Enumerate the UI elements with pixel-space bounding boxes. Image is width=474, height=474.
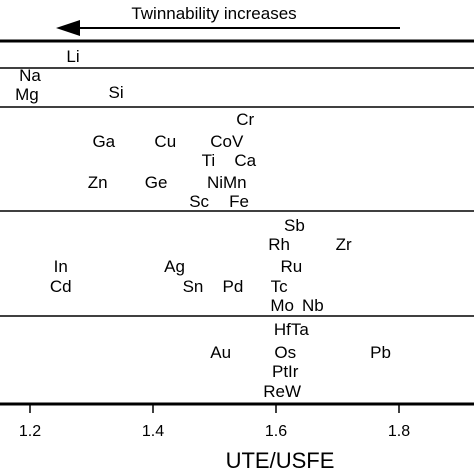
element-label: Ca [234, 151, 256, 170]
element-label: PtIr [272, 362, 299, 381]
element-label: Ga [92, 132, 115, 151]
element-label: In [54, 257, 68, 276]
element-label: Ge [145, 173, 168, 192]
x-tick-label: 1.4 [142, 423, 164, 440]
x-axis-label: UTE/USFE [226, 448, 335, 473]
element-label: Mo [270, 296, 294, 315]
element-label: Nb [302, 296, 324, 315]
element-label: Zr [336, 235, 352, 254]
x-tick-label: 1.8 [388, 423, 410, 440]
element-label: Rh [268, 235, 290, 254]
element-label: NiMn [207, 173, 247, 192]
element-label: ReW [263, 382, 301, 401]
x-axis: 1.2 1.4 1.6 1.8 [19, 404, 410, 440]
element-label: Li [66, 47, 79, 66]
element-label: Sn [183, 277, 204, 296]
element-label: Zn [88, 173, 108, 192]
element-label: Mg [15, 85, 39, 104]
element-label: Sb [284, 216, 305, 235]
element-label: CoV [210, 132, 244, 151]
twinnability-annotation: Twinnability increases [131, 4, 296, 23]
arrow-head-icon [56, 20, 80, 36]
x-tick-label: 1.2 [19, 423, 41, 440]
element-label: HfTa [274, 320, 310, 339]
x-tick-label: 1.6 [265, 423, 287, 440]
element-label: Pb [370, 343, 391, 362]
element-label: Pd [223, 277, 244, 296]
element-label: Os [274, 343, 296, 362]
element-label: Cu [154, 132, 176, 151]
element-label: Ru [281, 257, 303, 276]
element-label: Ti [202, 151, 216, 170]
annotation-group: Twinnability increases [56, 4, 400, 36]
element-label: Sc [189, 192, 209, 211]
chart-frame [0, 39, 474, 406]
element-label: Cd [50, 277, 72, 296]
element-label: Cr [236, 110, 254, 129]
element-label: Ag [164, 257, 185, 276]
element-label: Si [109, 83, 124, 102]
element-label: Au [210, 343, 231, 362]
element-label: Tc [271, 277, 289, 296]
element-label: Na [19, 66, 41, 85]
element-label: Fe [229, 192, 249, 211]
